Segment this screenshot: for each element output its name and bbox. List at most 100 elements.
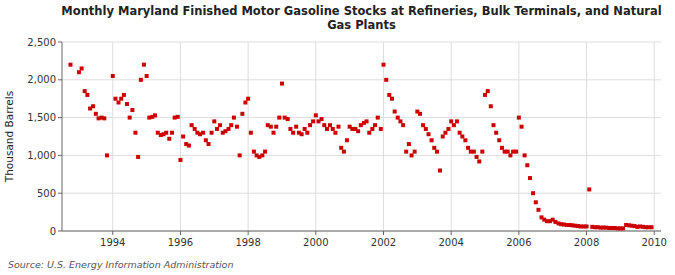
point	[528, 176, 532, 180]
point	[463, 138, 467, 142]
x-tick	[383, 231, 384, 235]
point	[204, 138, 208, 142]
point	[80, 66, 84, 70]
point	[269, 125, 273, 129]
point	[443, 131, 447, 135]
point	[373, 123, 377, 127]
point	[68, 63, 72, 67]
point	[294, 125, 298, 129]
point	[167, 137, 171, 141]
point	[520, 125, 524, 129]
point	[178, 158, 182, 162]
y-tick	[58, 155, 62, 156]
point	[164, 131, 168, 135]
point	[379, 127, 383, 131]
point	[252, 150, 256, 154]
point	[477, 159, 481, 163]
point	[117, 100, 121, 104]
point	[336, 125, 340, 129]
point	[500, 146, 504, 150]
point	[210, 131, 214, 135]
grid-line-y	[62, 155, 661, 156]
point	[475, 155, 479, 159]
point	[489, 104, 493, 108]
point	[441, 135, 445, 139]
x-tick	[451, 231, 452, 235]
point	[249, 131, 253, 135]
point	[398, 119, 402, 123]
title: Monthly Maryland Finished Motor Gasoline…	[61, 4, 661, 32]
x-tick	[112, 231, 113, 235]
point	[305, 131, 309, 135]
grid-line-x	[112, 42, 113, 231]
point	[83, 89, 87, 93]
point	[585, 224, 589, 228]
point	[472, 150, 476, 154]
point	[460, 135, 464, 139]
point	[536, 208, 540, 212]
point	[407, 142, 411, 146]
x-tick	[586, 231, 587, 235]
point	[393, 110, 397, 114]
point	[229, 123, 233, 127]
point	[308, 123, 312, 127]
grid-line-x	[586, 42, 587, 231]
point	[77, 70, 81, 74]
grid-line-y	[62, 193, 661, 194]
point	[274, 125, 278, 129]
point	[325, 127, 329, 131]
point	[650, 225, 654, 229]
point	[133, 131, 137, 135]
point	[105, 153, 109, 157]
point	[207, 142, 211, 146]
point	[339, 146, 343, 150]
point	[286, 117, 290, 121]
point	[85, 93, 89, 97]
point	[396, 116, 400, 120]
point	[413, 150, 417, 154]
x-tick-label: 1998	[235, 237, 260, 248]
point	[483, 93, 487, 97]
x-tick-label: 1996	[168, 237, 193, 248]
x-tick-label: 2004	[438, 237, 463, 248]
point	[404, 150, 408, 154]
x-tick-label: 2006	[506, 237, 531, 248]
x-tick-label: 1994	[100, 237, 125, 248]
point	[227, 127, 231, 131]
point	[480, 150, 484, 154]
point	[432, 146, 436, 150]
point	[303, 127, 307, 131]
point	[587, 187, 591, 191]
point	[387, 93, 391, 97]
point	[370, 127, 374, 131]
point	[277, 116, 281, 120]
x-tick	[248, 231, 249, 235]
y-axis-label: Thousand Barrels	[3, 91, 15, 183]
point	[367, 131, 371, 135]
point	[525, 163, 529, 167]
point	[494, 131, 498, 135]
point	[136, 155, 140, 159]
point	[190, 123, 194, 127]
y-axis-line	[62, 42, 63, 231]
point	[125, 102, 129, 106]
point	[452, 123, 456, 127]
point	[139, 78, 143, 82]
point	[517, 116, 521, 120]
point	[263, 150, 267, 154]
x-tick-label: 2002	[371, 237, 396, 248]
grid	[62, 42, 661, 231]
x-ticks: 199419961998200020022004200620082010	[100, 231, 667, 248]
point	[486, 89, 490, 93]
source-note: Source: U.S. Energy Information Administ…	[8, 259, 233, 270]
point	[102, 116, 106, 120]
point	[534, 200, 538, 204]
point	[94, 112, 98, 116]
point	[381, 63, 385, 67]
point	[506, 150, 510, 154]
point	[523, 153, 527, 157]
point	[514, 150, 518, 154]
point	[193, 127, 197, 131]
point	[212, 119, 216, 123]
grid-line-y	[62, 79, 661, 80]
